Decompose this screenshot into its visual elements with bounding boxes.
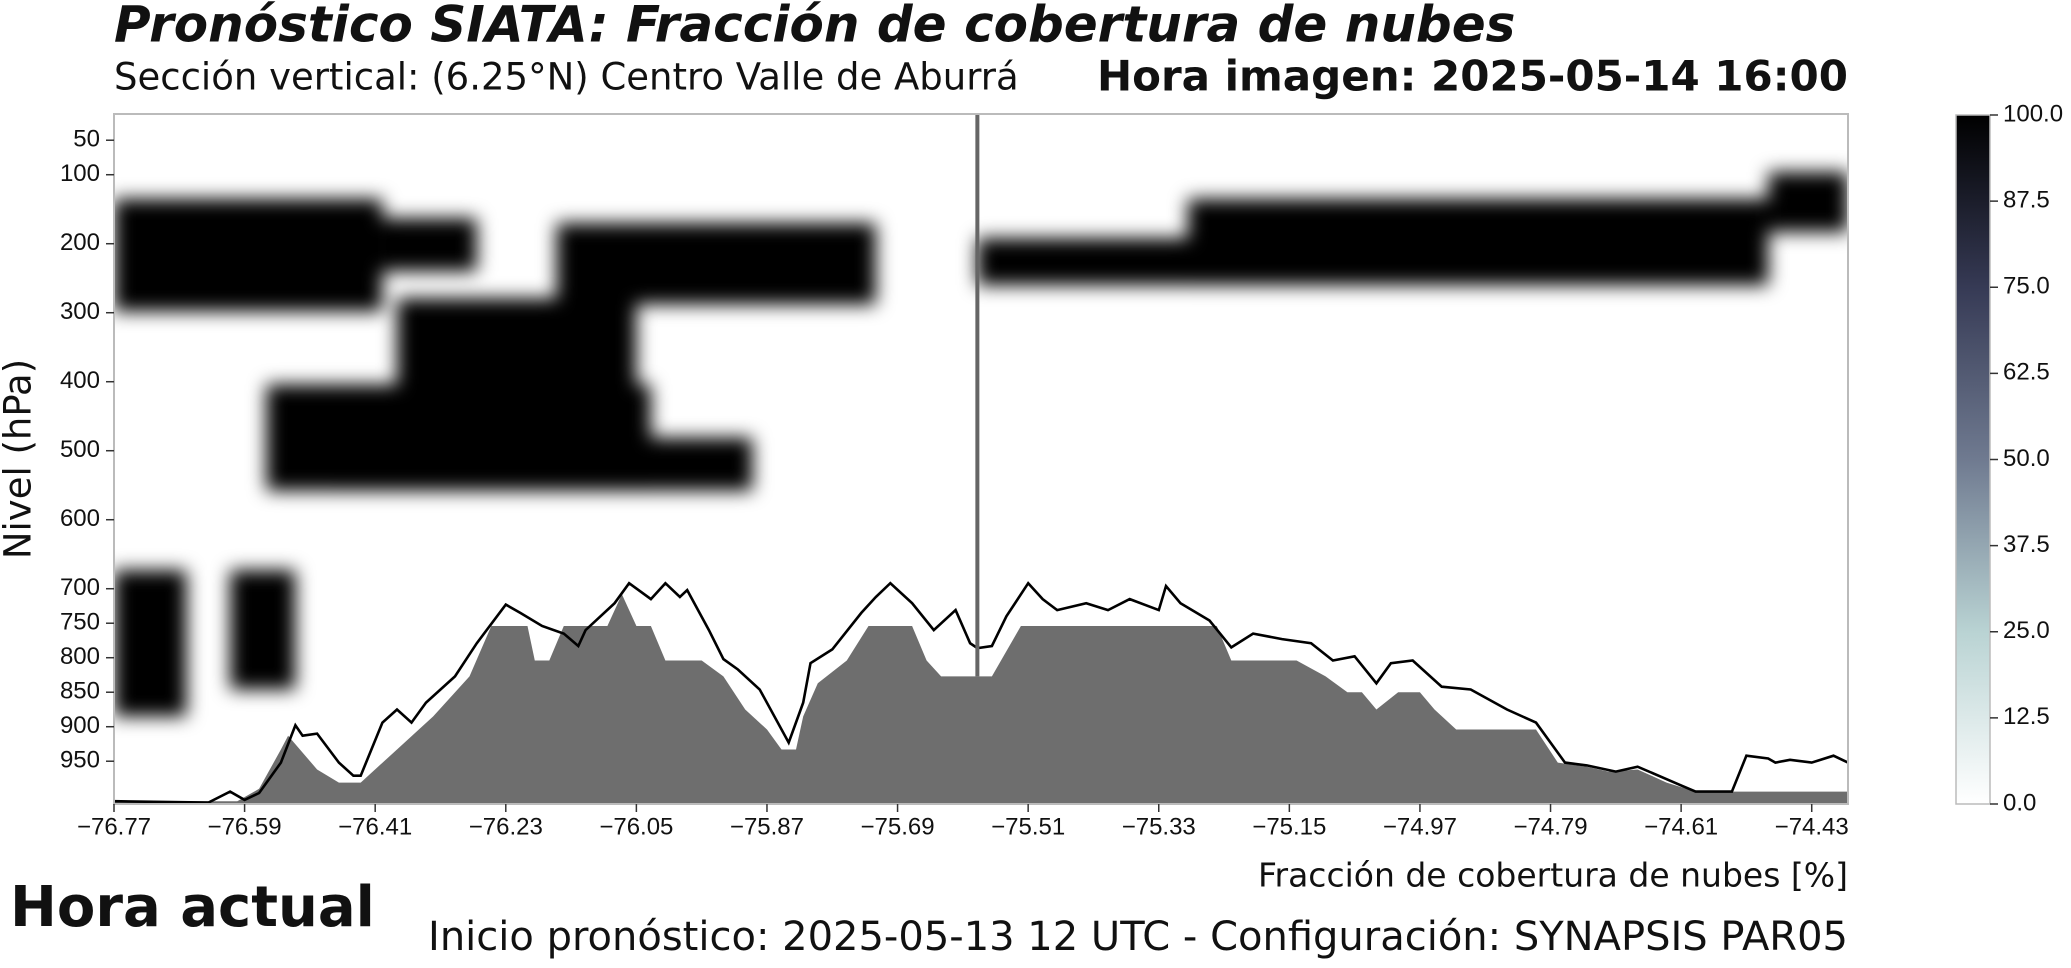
x-tick-label: −76.23 — [469, 813, 543, 840]
y-tick-label: 400 — [60, 367, 100, 394]
x-tick-label: −75.51 — [991, 813, 1065, 840]
cloud-region — [382, 218, 477, 272]
y-tick-label: 200 — [60, 229, 100, 256]
x-tick-label: −75.15 — [1252, 813, 1326, 840]
profile-line — [114, 581, 1848, 804]
x-tick-label: −74.61 — [1644, 813, 1718, 840]
y-tick-label: 500 — [60, 436, 100, 463]
x-tick-label: −74.79 — [1513, 813, 1587, 840]
cloud-field — [114, 171, 1848, 717]
x-tick-label: −74.97 — [1383, 813, 1457, 840]
cloud-region — [396, 298, 637, 398]
y-axis-label: Nivel (hPa) — [0, 359, 40, 559]
colorbar-tick-label: 25.0 — [2003, 617, 2050, 644]
y-tick-label: 750 — [60, 609, 100, 636]
y-tick-label: 900 — [60, 712, 100, 739]
x-tick-label: −76.77 — [77, 813, 151, 840]
y-tick-label: 700 — [60, 574, 100, 601]
terrain-area — [114, 594, 1848, 804]
cloud-region — [1768, 171, 1848, 232]
plot-frame — [113, 113, 1849, 805]
y-tick-label: 950 — [60, 747, 100, 774]
colorbar — [1955, 114, 1991, 805]
cloud-region — [114, 198, 383, 312]
y-tick-label: 100 — [60, 160, 100, 187]
colorbar-tick-label: 37.5 — [2003, 531, 2050, 558]
x-tick-label: −76.05 — [599, 813, 673, 840]
current-time-label: Hora actual — [10, 875, 375, 940]
y-tick-label: 50 — [73, 126, 100, 153]
colorbar-tick-label: 0.0 — [2003, 789, 2036, 816]
image-time: Hora imagen: 2025-05-14 16:00 — [1097, 52, 1848, 101]
plot-foreground — [114, 114, 1848, 804]
x-tick-label: −74.43 — [1775, 813, 1849, 840]
subtitle: Sección vertical: (6.25°N) Centro Valle … — [114, 56, 1019, 99]
cloud-region — [114, 570, 187, 717]
colorbar-tick-label: 75.0 — [2003, 273, 2050, 300]
colorbar-tick-label: 12.5 — [2003, 703, 2050, 730]
y-tick-label: 800 — [60, 643, 100, 670]
chart-title: Pronóstico SIATA: Fracción de cobertura … — [114, 0, 1515, 54]
x-tick-label: −75.69 — [861, 813, 935, 840]
x-tick-label: −76.41 — [338, 813, 412, 840]
x-tick-label: −76.59 — [208, 813, 282, 840]
cloud-region — [230, 570, 296, 690]
footer: Inicio pronóstico: 2025-05-13 12 UTC - C… — [428, 914, 1848, 960]
colorbar-tick-label: 50.0 — [2003, 445, 2050, 472]
cloud-region — [556, 223, 876, 305]
cloud-region — [1187, 198, 1769, 286]
x-tick-label: −75.33 — [1122, 813, 1196, 840]
y-tick-label: 600 — [60, 505, 100, 532]
colorbar-tick-label: 100.0 — [2003, 100, 2063, 127]
x-axis-label: Fracción de cobertura de nubes [%] — [1258, 856, 1848, 895]
cloud-region — [331, 437, 753, 491]
y-tick-label: 300 — [60, 298, 100, 325]
y-tick-label: 850 — [60, 678, 100, 705]
x-tick-label: −75.87 — [730, 813, 804, 840]
colorbar-tick-label: 62.5 — [2003, 359, 2050, 386]
colorbar-tick-label: 87.5 — [2003, 186, 2050, 213]
